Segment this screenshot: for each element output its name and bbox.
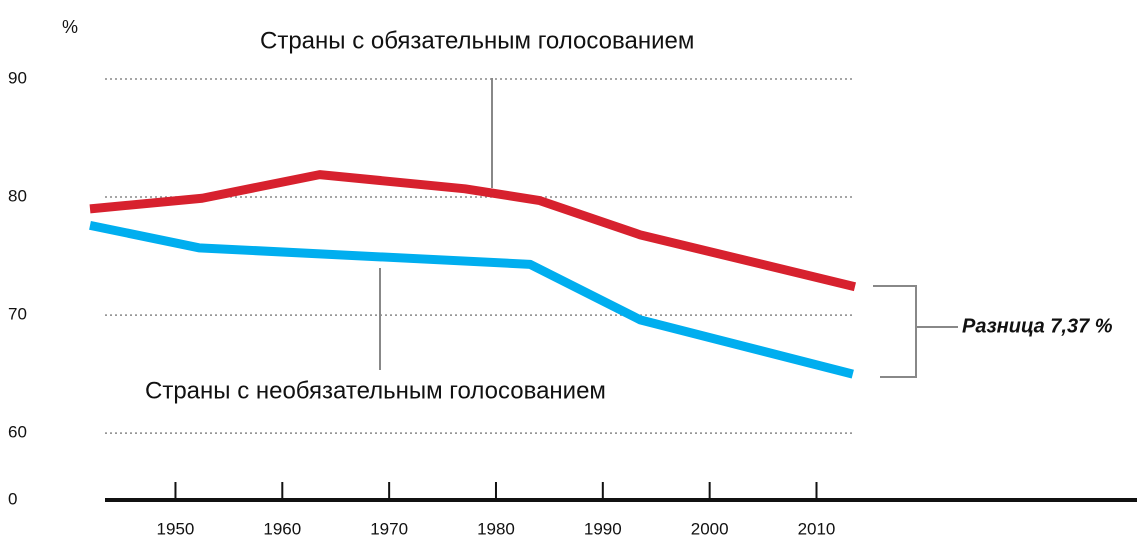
- x-tick-label: 1980: [477, 519, 515, 538]
- x-tick-label: 2000: [691, 519, 729, 538]
- bracket: [873, 285, 958, 378]
- y-tick-label: 60: [8, 423, 27, 442]
- y-tick-label: 0: [8, 489, 17, 508]
- y-tick-label: 70: [8, 305, 27, 324]
- x-tick-label: 1990: [584, 519, 622, 538]
- y-unit: %: [62, 17, 78, 37]
- series-label: Страны с обязательным голосованием: [260, 27, 694, 54]
- annotation: Разница 7,37 %: [962, 315, 1113, 337]
- x-tick-label: 1970: [370, 519, 408, 538]
- line: [89, 220, 854, 379]
- series-label: Страны с необязательным голосованием: [145, 377, 606, 404]
- x-tick-label: 2010: [798, 519, 836, 538]
- y-tick-label: 80: [8, 187, 27, 206]
- x-tick-label: 1960: [263, 519, 301, 538]
- line: [89, 170, 857, 292]
- x-tick-label: 1950: [157, 519, 195, 538]
- y-tick-label: 90: [8, 68, 27, 87]
